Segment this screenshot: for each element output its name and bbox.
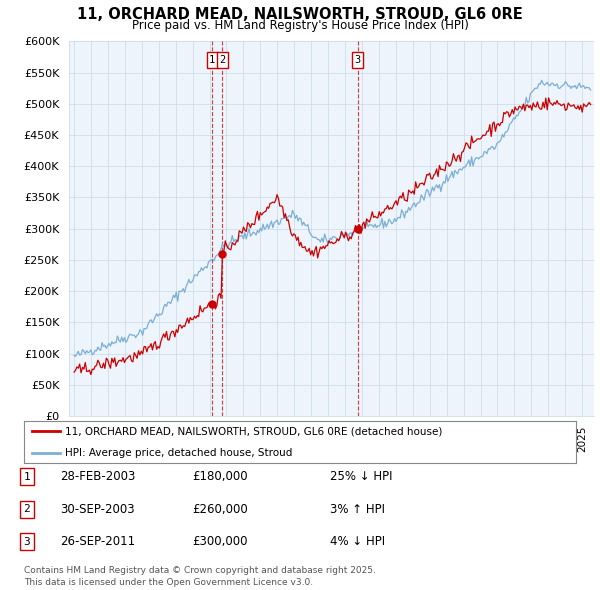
Text: 30-SEP-2003: 30-SEP-2003	[60, 503, 134, 516]
Text: 2: 2	[23, 504, 31, 514]
Text: 26-SEP-2011: 26-SEP-2011	[60, 535, 135, 548]
Text: 3: 3	[23, 537, 31, 546]
Text: 4% ↓ HPI: 4% ↓ HPI	[330, 535, 385, 548]
Text: 3: 3	[355, 55, 361, 65]
Text: 11, ORCHARD MEAD, NAILSWORTH, STROUD, GL6 0RE: 11, ORCHARD MEAD, NAILSWORTH, STROUD, GL…	[77, 7, 523, 22]
Text: 3% ↑ HPI: 3% ↑ HPI	[330, 503, 385, 516]
Text: £260,000: £260,000	[192, 503, 248, 516]
Text: 1: 1	[23, 472, 31, 481]
Text: £300,000: £300,000	[192, 535, 248, 548]
Text: 25% ↓ HPI: 25% ↓ HPI	[330, 470, 392, 483]
Text: Price paid vs. HM Land Registry's House Price Index (HPI): Price paid vs. HM Land Registry's House …	[131, 19, 469, 32]
Text: Contains HM Land Registry data © Crown copyright and database right 2025.
This d: Contains HM Land Registry data © Crown c…	[24, 566, 376, 587]
Text: 11, ORCHARD MEAD, NAILSWORTH, STROUD, GL6 0RE (detached house): 11, ORCHARD MEAD, NAILSWORTH, STROUD, GL…	[65, 427, 443, 436]
Text: 2: 2	[219, 55, 226, 65]
Text: 28-FEB-2003: 28-FEB-2003	[60, 470, 136, 483]
Text: £180,000: £180,000	[192, 470, 248, 483]
Text: 1: 1	[209, 55, 215, 65]
Text: HPI: Average price, detached house, Stroud: HPI: Average price, detached house, Stro…	[65, 448, 293, 457]
